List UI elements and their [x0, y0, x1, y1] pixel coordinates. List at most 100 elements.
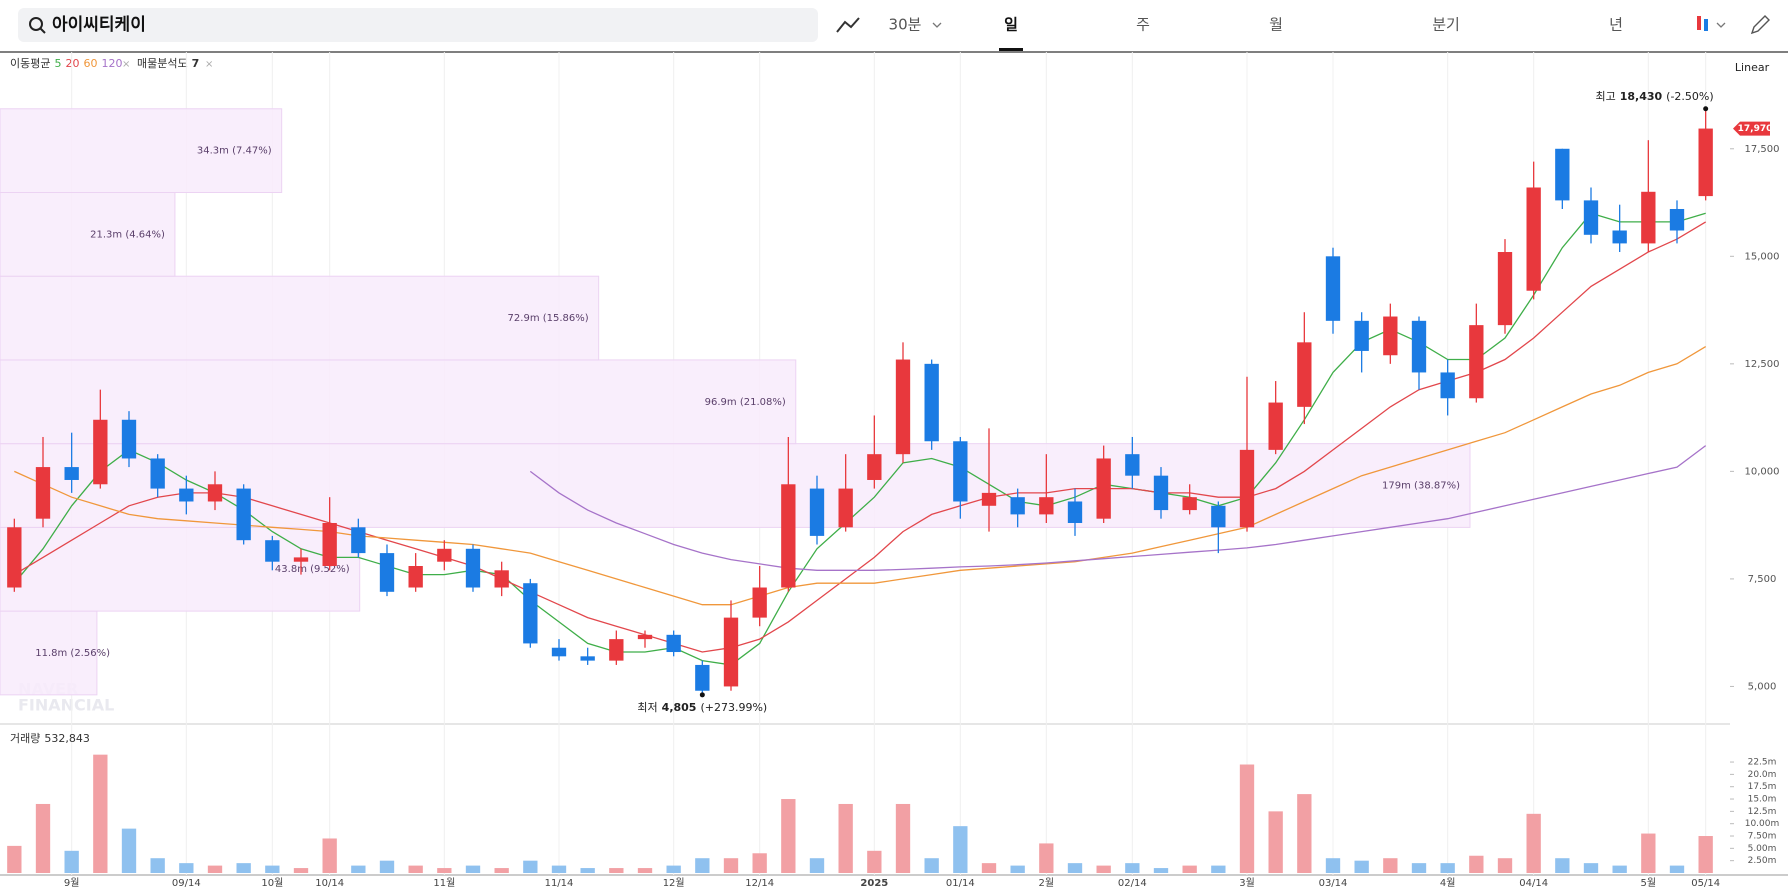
- candle-body: [1641, 191, 1656, 244]
- volume-bar: [637, 868, 653, 873]
- volume-tick-label: 22.5m: [1748, 758, 1777, 768]
- extreme-marker: [699, 692, 705, 698]
- candle-body: [150, 458, 165, 489]
- extreme-value: 18,430: [1620, 90, 1663, 103]
- candle-body: [379, 553, 395, 592]
- candle-body: [1354, 320, 1369, 351]
- volume-profile-label: 179m (38.87%): [1382, 481, 1460, 492]
- candle-body: [1383, 316, 1398, 356]
- x-tick-label: 2025: [860, 878, 888, 889]
- period-tab[interactable]: 월: [1269, 16, 1283, 34]
- x-tick-label: 3월: [1239, 877, 1255, 889]
- period-tab[interactable]: 일: [1004, 16, 1018, 34]
- search-text: 아이씨티케이: [52, 15, 146, 35]
- profile-legend: 매물분석도 7: [137, 57, 199, 70]
- volume-bar: [179, 863, 194, 873]
- candle-body: [1612, 230, 1627, 244]
- volume-bar: [1583, 863, 1599, 873]
- x-tick-label: 10월: [261, 877, 283, 889]
- ma-legend: 이동평균 5 20 60 120: [10, 57, 122, 70]
- candle-body: [580, 656, 595, 661]
- volume-tick-label: 7.50m: [1748, 832, 1777, 842]
- ma-legend-label: 이동평균: [10, 57, 50, 70]
- volume-bar: [1153, 868, 1169, 873]
- candle-body: [1067, 501, 1083, 523]
- x-tick-label: 4월: [1440, 877, 1456, 889]
- volume-title: 거래량 532,843: [10, 732, 90, 745]
- volume-bar: [1268, 811, 1283, 873]
- candle-body: [781, 484, 796, 588]
- candle-body: [494, 570, 509, 588]
- candle-body: [1182, 497, 1197, 511]
- period-tab[interactable]: 년: [1609, 16, 1623, 34]
- candle-body: [1010, 497, 1025, 515]
- volume-bar: [465, 865, 481, 873]
- volume-bar: [1039, 843, 1054, 873]
- x-tick-label: 9월: [64, 877, 80, 889]
- volume-bar: [236, 863, 251, 873]
- volume-label: 거래량: [10, 732, 40, 745]
- volume-bar: [1383, 858, 1398, 873]
- candle-body: [93, 419, 108, 485]
- active-tab-underline: [999, 48, 1023, 51]
- x-tick-label: 04/14: [1519, 878, 1548, 889]
- volume-profile-band: [0, 108, 283, 193]
- volume-bar: [1325, 858, 1341, 873]
- volume-bar: [695, 858, 710, 873]
- volume-bar: [7, 845, 22, 873]
- candle-icon[interactable]: [1697, 16, 1701, 30]
- volume-profile-label: 34.3m (7.47%): [197, 146, 272, 157]
- ma-legend-item: 5: [54, 57, 61, 70]
- scale-label[interactable]: Linear: [1735, 61, 1770, 74]
- candle-body: [1497, 252, 1513, 326]
- candle-body: [1440, 372, 1455, 399]
- volume-bar: [1211, 865, 1226, 873]
- moving-average-line: [529, 445, 1707, 571]
- close-icon[interactable]: ×: [205, 59, 213, 70]
- volume-tick-label: 12.5m: [1748, 807, 1777, 817]
- volume-tick-label: 5.00m: [1748, 844, 1777, 854]
- volume-bar: [1612, 865, 1627, 873]
- moving-average-line: [14, 346, 1707, 606]
- candle-body: [35, 467, 51, 519]
- draw-icon[interactable]: [1750, 15, 1770, 35]
- y-tick-label: 7,500: [1748, 574, 1777, 585]
- volume-bar: [408, 865, 423, 873]
- candle-body: [1125, 454, 1140, 476]
- chevron: [1716, 22, 1726, 28]
- volume-bar: [494, 868, 509, 873]
- period-tab[interactable]: 주: [1136, 16, 1150, 34]
- candle-body: [924, 363, 939, 442]
- candle-body: [121, 419, 137, 459]
- ma-legend-item: 20: [65, 57, 79, 70]
- candle-body: [637, 634, 653, 640]
- candle-body: [1268, 402, 1283, 450]
- close-icon[interactable]: ×: [122, 59, 130, 70]
- candle-body: [1583, 200, 1599, 235]
- volume-bar: [580, 868, 595, 873]
- candle-body: [838, 488, 853, 528]
- x-tick-label: 5월: [1641, 877, 1657, 889]
- volume-bar: [1182, 865, 1197, 873]
- x-tick-label: 09/14: [172, 878, 201, 889]
- volume-bar: [1411, 863, 1427, 873]
- volume-bar: [1669, 865, 1685, 873]
- search-box[interactable]: [18, 8, 818, 42]
- ma-legend-item: 60: [83, 57, 97, 70]
- x-tick-label: 12/14: [745, 878, 774, 889]
- volume-bar: [551, 865, 567, 873]
- profile-legend-count: 7: [192, 57, 200, 70]
- y-tick-label: 15,000: [1745, 251, 1780, 262]
- interval-select[interactable]: 30분: [889, 16, 922, 34]
- volume-bar: [1239, 764, 1255, 873]
- volume-bar: [437, 868, 452, 873]
- candle-body: [265, 540, 280, 562]
- candle-body: [523, 583, 538, 644]
- candle-icon[interactable]: [1704, 19, 1708, 31]
- indicator-icon[interactable]: [836, 17, 860, 33]
- y-tick-label: 17,500: [1745, 144, 1780, 155]
- volume-bar: [1010, 865, 1025, 873]
- volume-profile-band: [0, 275, 600, 361]
- period-tab[interactable]: 분기: [1432, 16, 1460, 34]
